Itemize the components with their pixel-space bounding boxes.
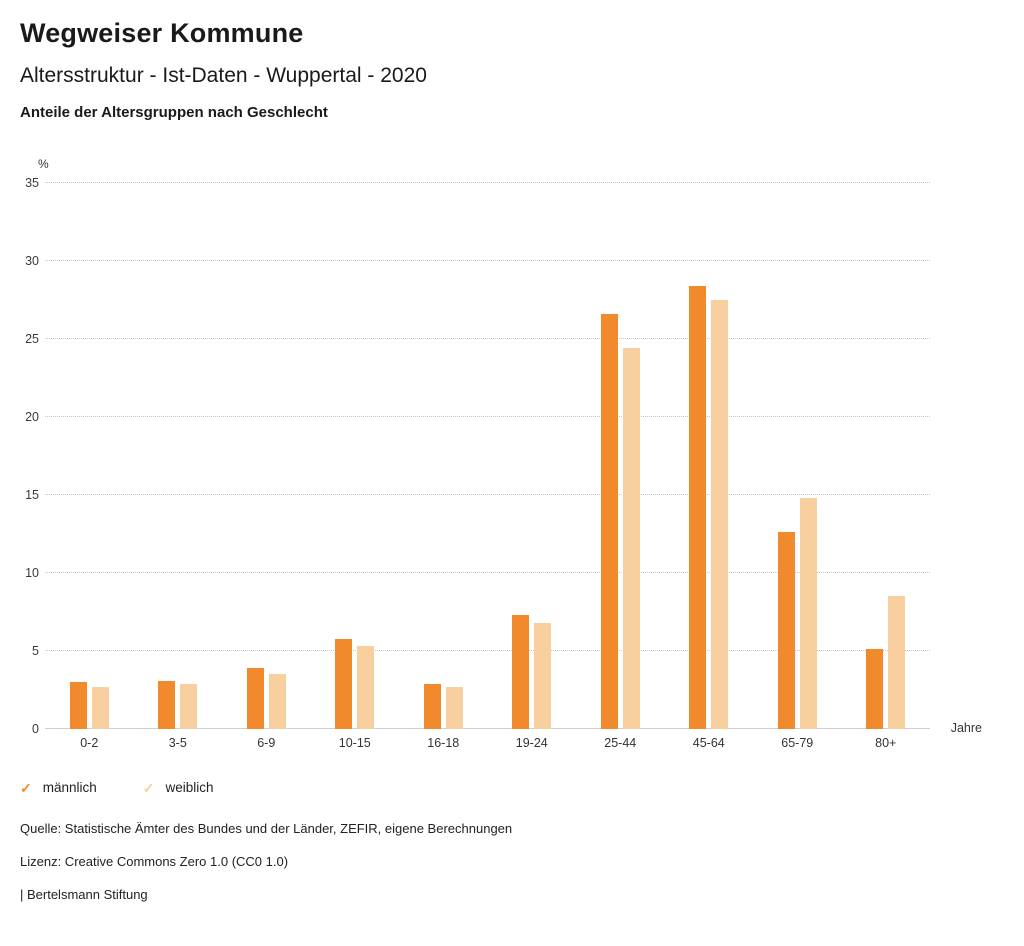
bar-weiblich-6-9[interactable] xyxy=(268,674,286,729)
x-tick-label-45-64: 45-64 xyxy=(692,736,725,750)
bar-männlich-10-15[interactable] xyxy=(335,638,353,729)
gridline-20: 20 xyxy=(25,410,930,424)
y-tick-label-10: 10 xyxy=(25,566,39,580)
bar-group-3-5 xyxy=(134,183,223,729)
legend-check-icon: ✓ xyxy=(20,779,32,796)
y-tick-label-0: 0 xyxy=(32,722,39,736)
bar-group-65-79 xyxy=(753,183,842,729)
gridline-25: 25 xyxy=(25,332,930,346)
y-tick-label-5: 5 xyxy=(32,644,39,658)
x-tick-label-19-24: 19-24 xyxy=(515,736,548,750)
chart-title: Anteile der Altersgruppen nach Geschlech… xyxy=(20,104,328,121)
gridline-10: 10 xyxy=(25,566,930,580)
bar-männlich-3-5[interactable] xyxy=(158,680,176,729)
x-tick-label-3-5: 3-5 xyxy=(168,736,187,750)
source-text: Quelle: Statistische Ämter des Bundes un… xyxy=(20,821,513,836)
legend-item-0[interactable]: ✓ männlich xyxy=(20,780,97,795)
x-tick-label-80+: 80+ xyxy=(875,736,897,750)
x-tick-label-25-44: 25-44 xyxy=(604,736,637,750)
legend-check-icon: ✓ xyxy=(142,779,155,796)
bar-männlich-80+[interactable] xyxy=(866,649,884,729)
bar-männlich-6-9[interactable] xyxy=(246,668,264,729)
bar-group-6-9 xyxy=(222,183,311,729)
bar-group-19-24 xyxy=(488,183,577,729)
legend: ✓ männlich ✓ weiblich xyxy=(20,780,1004,795)
bars-row xyxy=(45,183,930,729)
bar-männlich-16-18[interactable] xyxy=(423,683,441,729)
attribution-text: | Bertelsmann Stiftung xyxy=(20,887,148,902)
plot-area: 0 5 10 15 20 25 30 35 Jahre xyxy=(25,176,982,736)
bar-group-16-18 xyxy=(399,183,488,729)
bar-weiblich-65-79[interactable] xyxy=(799,498,817,729)
bar-weiblich-10-15[interactable] xyxy=(357,646,375,729)
x-axis-labels: 0-2 3-5 6-9 10-15 16-18 19-24 25-44 45-64 65-79 8… xyxy=(45,736,930,750)
page: Wegweiser Kommune Altersstruktur - Ist-D… xyxy=(20,18,1004,902)
bar-männlich-65-79[interactable] xyxy=(777,532,795,729)
gridline-35: 35 xyxy=(25,176,930,190)
footer: Quelle: Statistische Ämter des Bundes un… xyxy=(20,821,1004,902)
bar-männlich-25-44[interactable] xyxy=(600,314,618,729)
legend-item-label: weiblich xyxy=(165,780,214,795)
bar-weiblich-16-18[interactable] xyxy=(445,686,463,729)
bar-group-80+ xyxy=(842,183,931,729)
gridline-30: 30 xyxy=(25,254,930,268)
bar-group-25-44 xyxy=(576,183,665,729)
x-tick-label-6-9: 6-9 xyxy=(257,736,276,750)
bar-group-10-15 xyxy=(311,183,400,729)
bar-männlich-19-24[interactable] xyxy=(512,615,530,729)
x-tick-label-0-2: 0-2 xyxy=(80,736,99,750)
x-axis-unit-label: Jahre xyxy=(950,721,982,735)
license-text: Lizenz: Creative Commons Zero 1.0 (CC0 1… xyxy=(20,854,289,869)
gridline-15: 15 xyxy=(25,488,930,502)
y-tick-label-25: 25 xyxy=(25,332,39,346)
legend-item-1[interactable]: ✓ weiblich xyxy=(143,780,214,795)
x-tick-label-10-15: 10-15 xyxy=(338,736,371,750)
bar-weiblich-45-64[interactable] xyxy=(711,300,729,729)
bar-weiblich-25-44[interactable] xyxy=(622,348,640,729)
y-tick-label-20: 20 xyxy=(25,410,39,424)
bar-männlich-45-64[interactable] xyxy=(689,285,707,729)
bar-männlich-0-2[interactable] xyxy=(69,682,87,729)
page-subtitle: Altersstruktur - Ist-Daten - Wuppertal -… xyxy=(20,64,427,87)
bar-weiblich-0-2[interactable] xyxy=(91,686,109,729)
y-tick-label-15: 15 xyxy=(25,488,39,502)
x-tick-label-16-18: 16-18 xyxy=(427,736,460,750)
bar-weiblich-19-24[interactable] xyxy=(534,622,552,729)
legend-item-label: männlich xyxy=(42,780,97,795)
y-tick-label-35: 35 xyxy=(25,176,39,190)
bar-group-0-2 xyxy=(45,183,134,729)
page-title: Wegweiser Kommune xyxy=(20,18,304,48)
gridline-5: 5 xyxy=(32,644,930,658)
bar-group-45-64 xyxy=(665,183,754,729)
y-axis-unit-label: % xyxy=(38,157,49,171)
bar-weiblich-80+[interactable] xyxy=(888,596,906,729)
x-tick-label-65-79: 65-79 xyxy=(781,736,814,750)
bar-weiblich-3-5[interactable] xyxy=(180,683,198,729)
gridline-0: 0 xyxy=(32,722,930,736)
bar-chart: % 0 5 10 15 20 25 30 35 Jahre 0-2 3-5 6-9 10-15 16-… xyxy=(20,157,1004,750)
y-tick-label-30: 30 xyxy=(25,254,39,268)
